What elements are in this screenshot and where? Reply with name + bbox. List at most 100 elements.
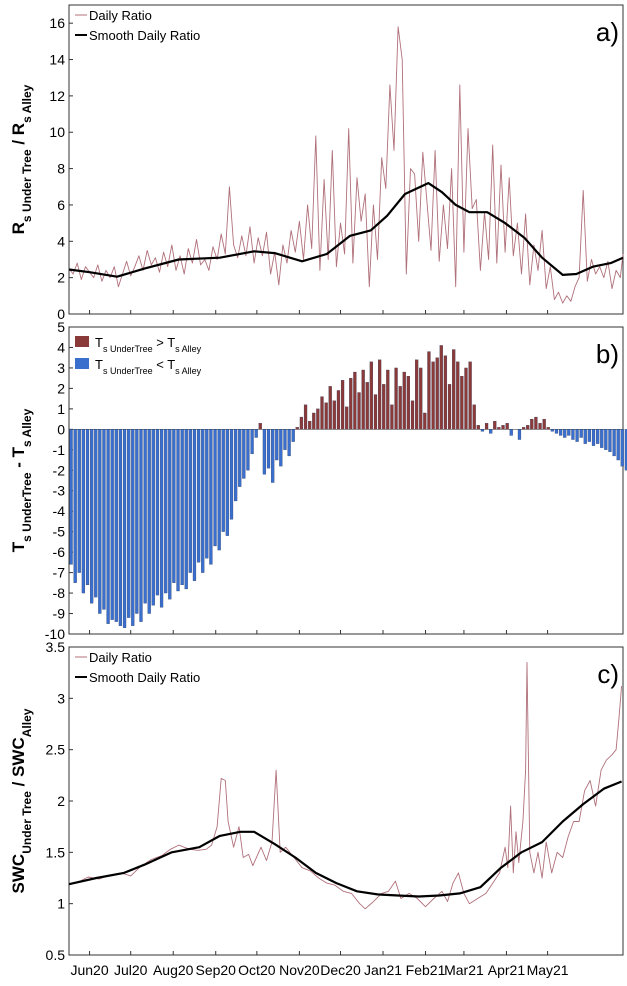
xtick-label: Feb21 [406, 962, 446, 978]
xtick-label: Jul20 [114, 962, 148, 978]
bar [604, 429, 608, 450]
xtick-label: May21 [527, 962, 569, 978]
bar [415, 359, 419, 430]
bar [431, 361, 435, 430]
ytick-label-a: 0 [57, 306, 65, 322]
bar [90, 429, 94, 604]
bar [538, 423, 542, 430]
ytick-label-b: 2 [57, 380, 65, 396]
bar [213, 429, 217, 547]
bar [563, 429, 567, 438]
ytick-label-b: -7 [53, 565, 66, 581]
bar [69, 429, 73, 565]
bar [209, 429, 213, 565]
xtick-label: Nov20 [279, 962, 320, 978]
bar [73, 429, 77, 583]
xtick-label: Mar21 [444, 962, 484, 978]
series-line-a-0 [68, 26, 624, 304]
bar [357, 392, 361, 430]
bar [476, 425, 480, 430]
bar [521, 427, 526, 430]
bar [456, 361, 460, 430]
bar [600, 429, 604, 448]
series-line-a-1 [68, 182, 624, 278]
bar [238, 429, 242, 487]
bar [250, 429, 254, 455]
bar [480, 429, 485, 432]
legend-label-a: Daily Ratio [89, 8, 152, 23]
bar [159, 429, 164, 608]
bar [118, 429, 123, 626]
bar [254, 429, 258, 438]
plot-frame-a [68, 4, 624, 315]
bar [571, 429, 575, 440]
bar [390, 404, 394, 430]
bar [188, 429, 192, 573]
bar [127, 429, 131, 618]
ytick-label-a: 6 [57, 197, 65, 213]
bar [489, 429, 493, 434]
bar [205, 429, 209, 559]
ytick-label-b: -10 [45, 626, 65, 642]
bar [550, 429, 554, 432]
ytick-label-c: 2 [57, 793, 65, 809]
bar [262, 429, 267, 475]
bar [361, 369, 365, 430]
xtick-label: Jun20 [70, 962, 108, 978]
bar [517, 429, 522, 440]
ytick-label-b: 0 [57, 421, 65, 437]
ytick-label-c: 3 [57, 690, 65, 706]
bar [283, 429, 287, 450]
ytick-label-b: -2 [53, 462, 66, 478]
ylabel-b: Ts UnderTree - Ts Alley [9, 408, 34, 552]
ytick-label-b: -1 [53, 442, 66, 458]
bar [542, 418, 546, 430]
bar [221, 429, 225, 532]
ytick-label-a: 14 [49, 52, 65, 68]
bar [184, 429, 188, 590]
series-line-c-0 [68, 661, 623, 910]
bar [164, 429, 168, 594]
bar [369, 361, 373, 430]
bar [608, 429, 612, 452]
ytick-label-b: -9 [53, 606, 66, 622]
ytick-label-b: 4 [57, 339, 65, 355]
bar [567, 429, 571, 436]
ytick-label-b: -6 [53, 544, 66, 560]
bar [427, 351, 431, 430]
legend-swatch-b [75, 358, 89, 369]
bar [349, 378, 353, 430]
bar [579, 429, 583, 438]
bar [271, 429, 275, 483]
bar [596, 429, 600, 444]
bar [505, 423, 509, 430]
bar [402, 371, 406, 430]
bar [279, 429, 283, 467]
bar [98, 429, 102, 614]
ytick-label-b: -5 [53, 524, 66, 540]
bar [229, 429, 234, 520]
ytick-label-c: 0.5 [46, 947, 66, 963]
bar [110, 429, 114, 620]
bar [258, 423, 262, 430]
bar [172, 429, 176, 583]
bar [332, 400, 336, 430]
bar [365, 382, 369, 430]
bar [151, 429, 155, 606]
ytick-label-b: 3 [57, 360, 65, 376]
bar [575, 429, 579, 442]
bar [336, 390, 341, 430]
legend-label-c: Daily Ratio [89, 650, 152, 665]
bar [180, 429, 184, 586]
panel-label-c: c) [597, 659, 619, 689]
bar [295, 427, 299, 430]
bar [624, 429, 627, 471]
bar [410, 400, 415, 430]
panel-label-b: b) [596, 339, 619, 369]
bar [435, 357, 439, 430]
ytick-label-b: -3 [53, 483, 66, 499]
bar [85, 429, 90, 586]
bar [303, 404, 308, 430]
bar [114, 429, 118, 622]
